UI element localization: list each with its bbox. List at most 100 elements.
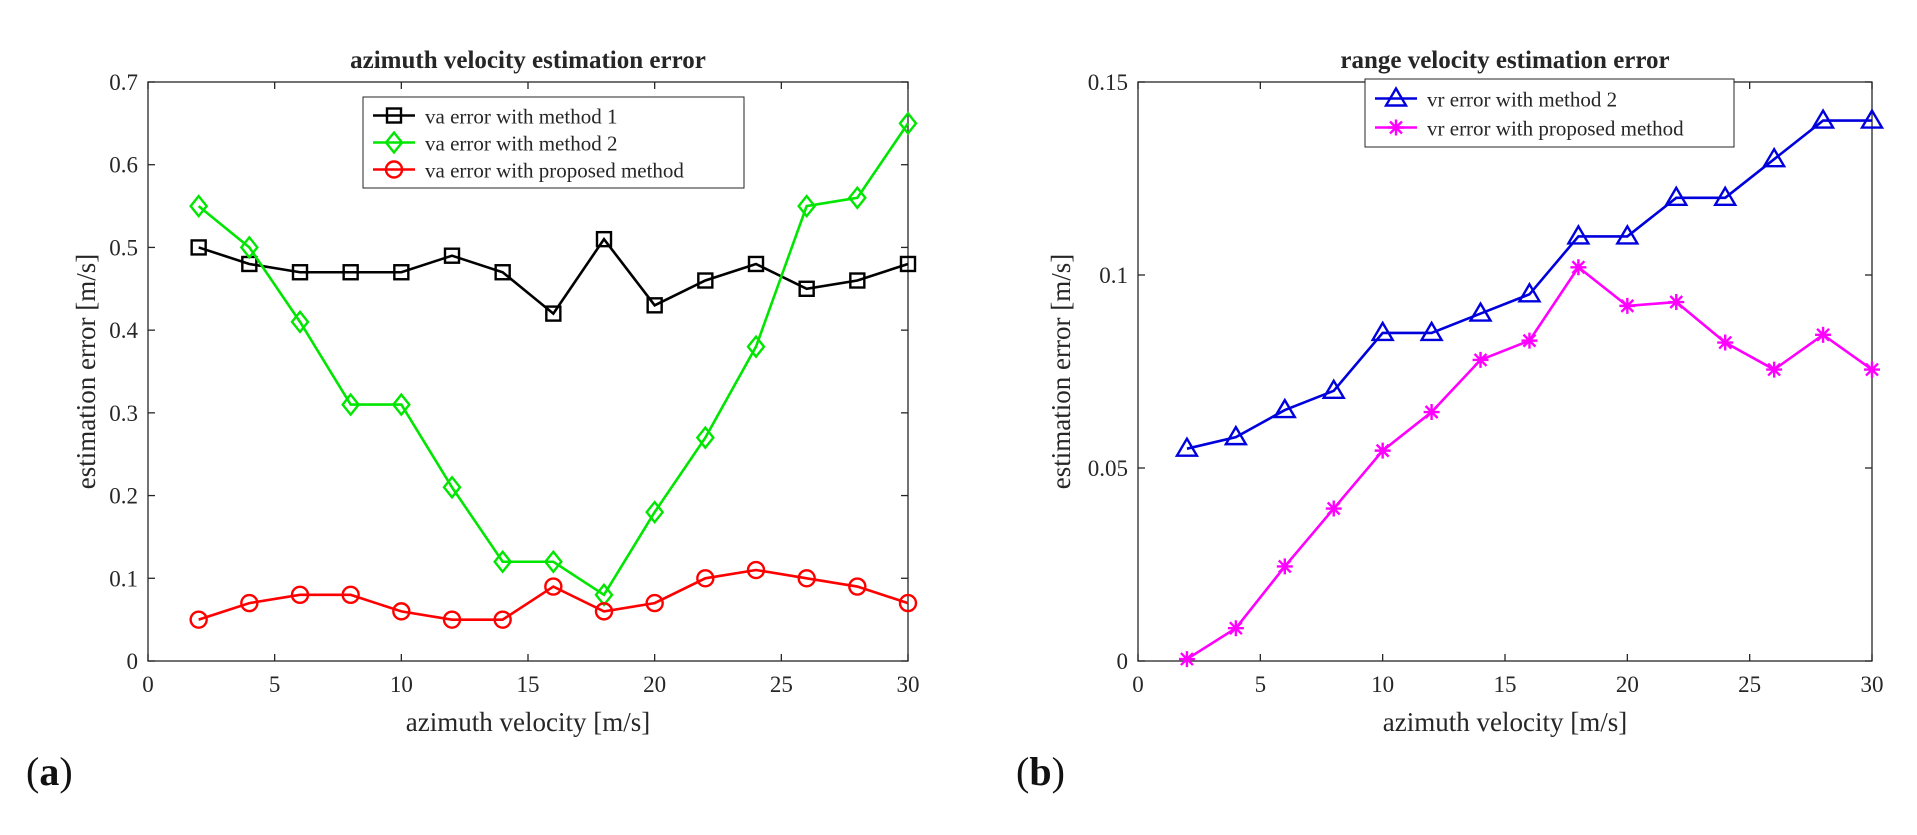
data-point-square [494, 264, 511, 281]
x-tick-label: 20 [643, 672, 666, 697]
panel-label-a-letter: a [39, 749, 60, 794]
y-tick-label: 0.15 [1088, 70, 1128, 95]
series-circle [189, 560, 918, 629]
data-point-diamond [847, 185, 867, 210]
data-point-triangle [1174, 436, 1200, 457]
x-tick-label: 25 [1738, 672, 1761, 697]
panel-label-b-letter: b [1029, 749, 1052, 794]
data-point-square [443, 247, 461, 264]
data-point-asterisk [1374, 442, 1391, 459]
data-point-diamond [391, 392, 411, 417]
data-point-square [393, 264, 410, 281]
data-point-asterisk [1717, 334, 1734, 351]
data-point-asterisk [1178, 651, 1195, 668]
x-tick-label: 15 [1494, 672, 1517, 697]
data-point-square [291, 264, 309, 281]
series-diamond [189, 111, 918, 607]
data-point-square [190, 239, 207, 256]
data-point-square [798, 280, 815, 297]
data-point-circle [392, 602, 411, 621]
y-tick-label: 0.7 [109, 70, 138, 95]
data-point-square [697, 272, 714, 289]
x-tick-label: 5 [269, 672, 281, 697]
legend-entry: vr error with proposed method [1427, 117, 1684, 141]
data-point-square [747, 255, 765, 273]
data-point-triangle [1762, 146, 1787, 168]
data-point-triangle [1272, 397, 1297, 419]
panel-label-b-close: ) [1051, 749, 1065, 794]
data-point-triangle [1223, 424, 1248, 446]
x-tick-label: 0 [142, 672, 154, 697]
panel-label-b: (b) [1016, 748, 1065, 795]
data-point-diamond [442, 475, 462, 500]
data-point-diamond [594, 582, 614, 607]
y-tick-label: 0.6 [109, 153, 138, 178]
data-point-asterisk [1227, 620, 1244, 637]
legend-marker-circle [384, 160, 404, 179]
data-point-square [342, 264, 359, 281]
data-point-asterisk [1619, 297, 1636, 314]
x-axis-label: azimuth velocity [m/s] [406, 707, 650, 737]
data-point-asterisk [1766, 361, 1783, 378]
data-point-triangle [1713, 185, 1738, 207]
panel-label-a: (a) [26, 748, 73, 795]
y-tick-label: 0.3 [109, 401, 138, 426]
data-point-circle [746, 560, 766, 580]
chart-title: range velocity estimation error [1340, 47, 1669, 74]
x-tick-label: 25 [770, 672, 793, 697]
x-tick-label: 30 [1861, 672, 1884, 697]
x-tick-label: 20 [1616, 672, 1639, 697]
y-tick-label: 0.2 [109, 484, 138, 509]
panel-label-a-close: ) [59, 749, 73, 794]
series-line [198, 236, 909, 316]
legend-marker-asterisk [1388, 119, 1404, 136]
data-point-circle [594, 602, 614, 621]
data-point-diamond [189, 194, 209, 218]
data-point-circle [442, 610, 462, 629]
data-point-triangle [1419, 320, 1444, 342]
chart-a: 0 5 10 15 20 25 30 0 0.1 0.2 0.3 0.4 0.5 0.6 0.7 azimut… [71, 47, 920, 737]
data-point-asterisk [1815, 326, 1832, 343]
y-tick-label: 0.4 [109, 318, 138, 343]
legend-marker-square [385, 107, 403, 124]
series-line [197, 122, 910, 597]
panel-label-a-open: ( [26, 749, 40, 794]
legend-entry: va error with method 1 [425, 105, 617, 129]
data-point-asterisk [1423, 404, 1440, 421]
data-point-circle [189, 610, 208, 629]
data-point-diamond [493, 549, 513, 574]
legend-box [362, 96, 745, 189]
data-point-circle [544, 577, 563, 596]
data-point-square [545, 305, 562, 322]
data-point-asterisk [1864, 361, 1880, 378]
legend-marker-diamond [384, 130, 404, 155]
data-point-triangle [1370, 320, 1395, 342]
data-point-circle [848, 577, 867, 596]
data-point-square [849, 272, 866, 289]
series-line [1186, 119, 1872, 450]
data-point-diamond [290, 309, 310, 334]
x-tick-label: 15 [517, 672, 540, 697]
y-tick-label: 0 [127, 649, 139, 674]
data-point-diamond [695, 425, 715, 450]
series-triangle [1174, 108, 1885, 457]
legend-marker-triangle [1383, 86, 1409, 107]
x-tick-label: 10 [1371, 672, 1394, 697]
data-point-triangle [1321, 378, 1346, 399]
data-point-square [646, 297, 663, 314]
data-point-asterisk [1276, 558, 1293, 575]
x-tick-label: 30 [897, 672, 920, 697]
legend-box [1364, 78, 1735, 148]
data-point-triangle [1615, 224, 1640, 245]
series-line [1186, 265, 1873, 661]
data-point-diamond [645, 500, 665, 525]
data-point-circle [645, 593, 664, 613]
data-point-diamond [746, 334, 766, 359]
series-square [190, 230, 917, 322]
y-tick-label: 0.1 [109, 566, 138, 591]
chart-title: azimuth velocity estimation error [350, 47, 706, 74]
data-point-triangle [1517, 281, 1542, 303]
legend-entry: va error with proposed method [425, 159, 684, 183]
data-point-triangle [1664, 185, 1689, 207]
series-line [198, 568, 909, 621]
